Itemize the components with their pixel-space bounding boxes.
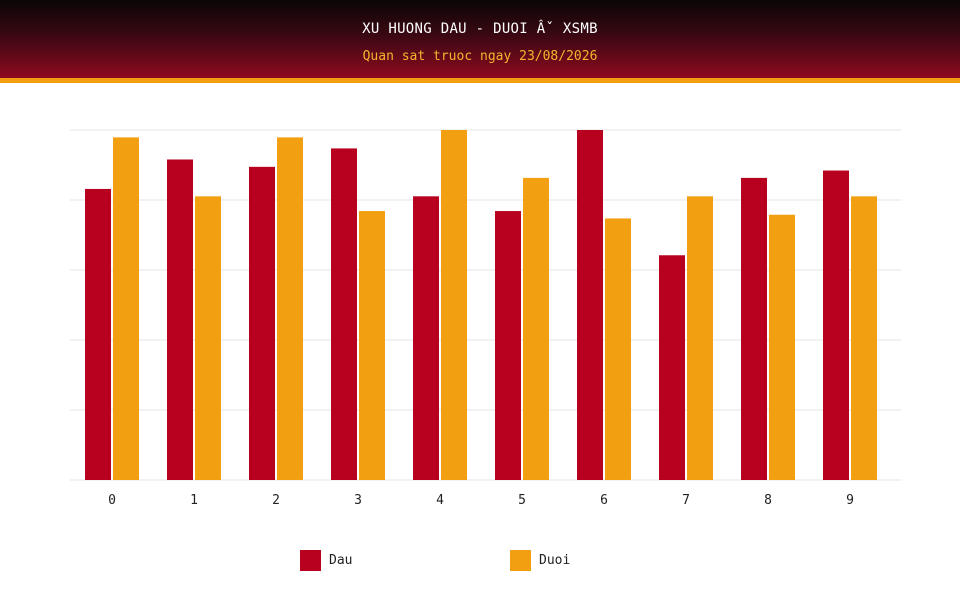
bar-duoi-3[interactable] bbox=[359, 211, 385, 481]
bar-dau-1[interactable] bbox=[167, 159, 193, 480]
chart-subtitle: Quan sat truoc ngay 23/08/2026 bbox=[362, 49, 598, 64]
bar-duoi-2[interactable] bbox=[277, 137, 303, 481]
bar-duoi-9[interactable] bbox=[851, 196, 877, 480]
legend-item-dau[interactable]: Dau bbox=[300, 549, 352, 571]
x-tick-label: 4 bbox=[436, 493, 444, 508]
legend-item-duoi[interactable]: Duoi bbox=[510, 549, 570, 571]
x-tick-label: 6 bbox=[600, 493, 608, 508]
bars bbox=[85, 130, 877, 481]
bar-duoi-0[interactable] bbox=[113, 137, 139, 481]
bar-duoi-6[interactable] bbox=[605, 218, 631, 480]
bar-duoi-4[interactable] bbox=[441, 130, 467, 480]
legend-label-duoi: Duoi bbox=[539, 552, 571, 568]
bar-dau-4[interactable] bbox=[413, 196, 439, 480]
legend: Dau Duoi bbox=[0, 549, 960, 573]
bar-dau-0[interactable] bbox=[85, 188, 111, 480]
bar-duoi-8[interactable] bbox=[769, 214, 795, 480]
x-tick-label: 8 bbox=[764, 493, 772, 508]
bar-dau-8[interactable] bbox=[741, 177, 767, 481]
legend-label-dau: Dau bbox=[329, 552, 353, 568]
bar-dau-5[interactable] bbox=[495, 211, 521, 481]
bar-dau-3[interactable] bbox=[331, 148, 357, 480]
legend-swatch-duoi bbox=[510, 549, 531, 571]
x-tick-label: 5 bbox=[518, 493, 526, 508]
bar-dau-6[interactable] bbox=[577, 130, 603, 480]
x-tick-label: 7 bbox=[682, 493, 690, 508]
bar-dau-7[interactable] bbox=[659, 255, 685, 480]
bar-duoi-5[interactable] bbox=[523, 177, 549, 481]
x-tick-label: 9 bbox=[846, 493, 854, 508]
chart-title: XU HUONG DAU - DUOI Âˇ XSMB bbox=[362, 21, 598, 37]
header-banner: XU HUONG DAU - DUOI Âˇ XSMB Quan sat tru… bbox=[0, 0, 960, 78]
bar-dau-2[interactable] bbox=[249, 166, 275, 480]
x-tick-label: 3 bbox=[354, 493, 362, 508]
bar-dau-9[interactable] bbox=[823, 170, 849, 481]
x-tick-label: 2 bbox=[272, 493, 280, 508]
legend-swatch-dau bbox=[300, 549, 321, 571]
x-tick-label: 1 bbox=[190, 493, 198, 508]
x-tick-label: 0 bbox=[108, 493, 116, 508]
bar-duoi-7[interactable] bbox=[687, 196, 713, 480]
header-accent-bar bbox=[0, 78, 960, 83]
bar-duoi-1[interactable] bbox=[195, 196, 221, 480]
x-tick-labels: 0 1 2 3 4 5 6 7 8 9 bbox=[108, 493, 854, 508]
